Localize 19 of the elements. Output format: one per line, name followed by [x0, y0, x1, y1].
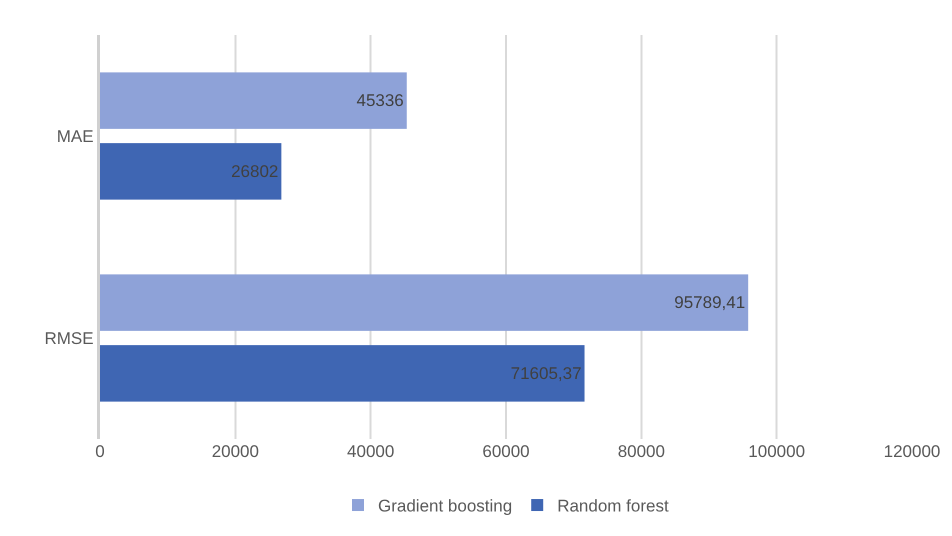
bar: [100, 72, 407, 129]
legend-label: Gradient boosting: [378, 496, 512, 516]
legend-label: Random forest: [557, 496, 669, 516]
x-tick-label: 0: [95, 442, 105, 461]
x-tick-label: 40000: [347, 442, 394, 461]
data-label: 26802: [231, 162, 278, 181]
x-tick-label: 100000: [748, 442, 806, 461]
bar: [100, 274, 748, 331]
bar: [100, 345, 585, 402]
x-tick-label: 120000: [884, 442, 940, 461]
bar: [100, 143, 282, 200]
y-tick-label: RMSE: [44, 328, 94, 348]
data-label: 71605,37: [510, 364, 582, 383]
x-tick-label: 60000: [482, 442, 530, 461]
data-label: 95789,41: [674, 293, 746, 312]
y-tick-label: MAE: [56, 126, 94, 146]
x-tick-label: 20000: [212, 442, 259, 461]
data-label: 45336: [356, 91, 404, 110]
x-tick-label: 80000: [618, 442, 665, 461]
